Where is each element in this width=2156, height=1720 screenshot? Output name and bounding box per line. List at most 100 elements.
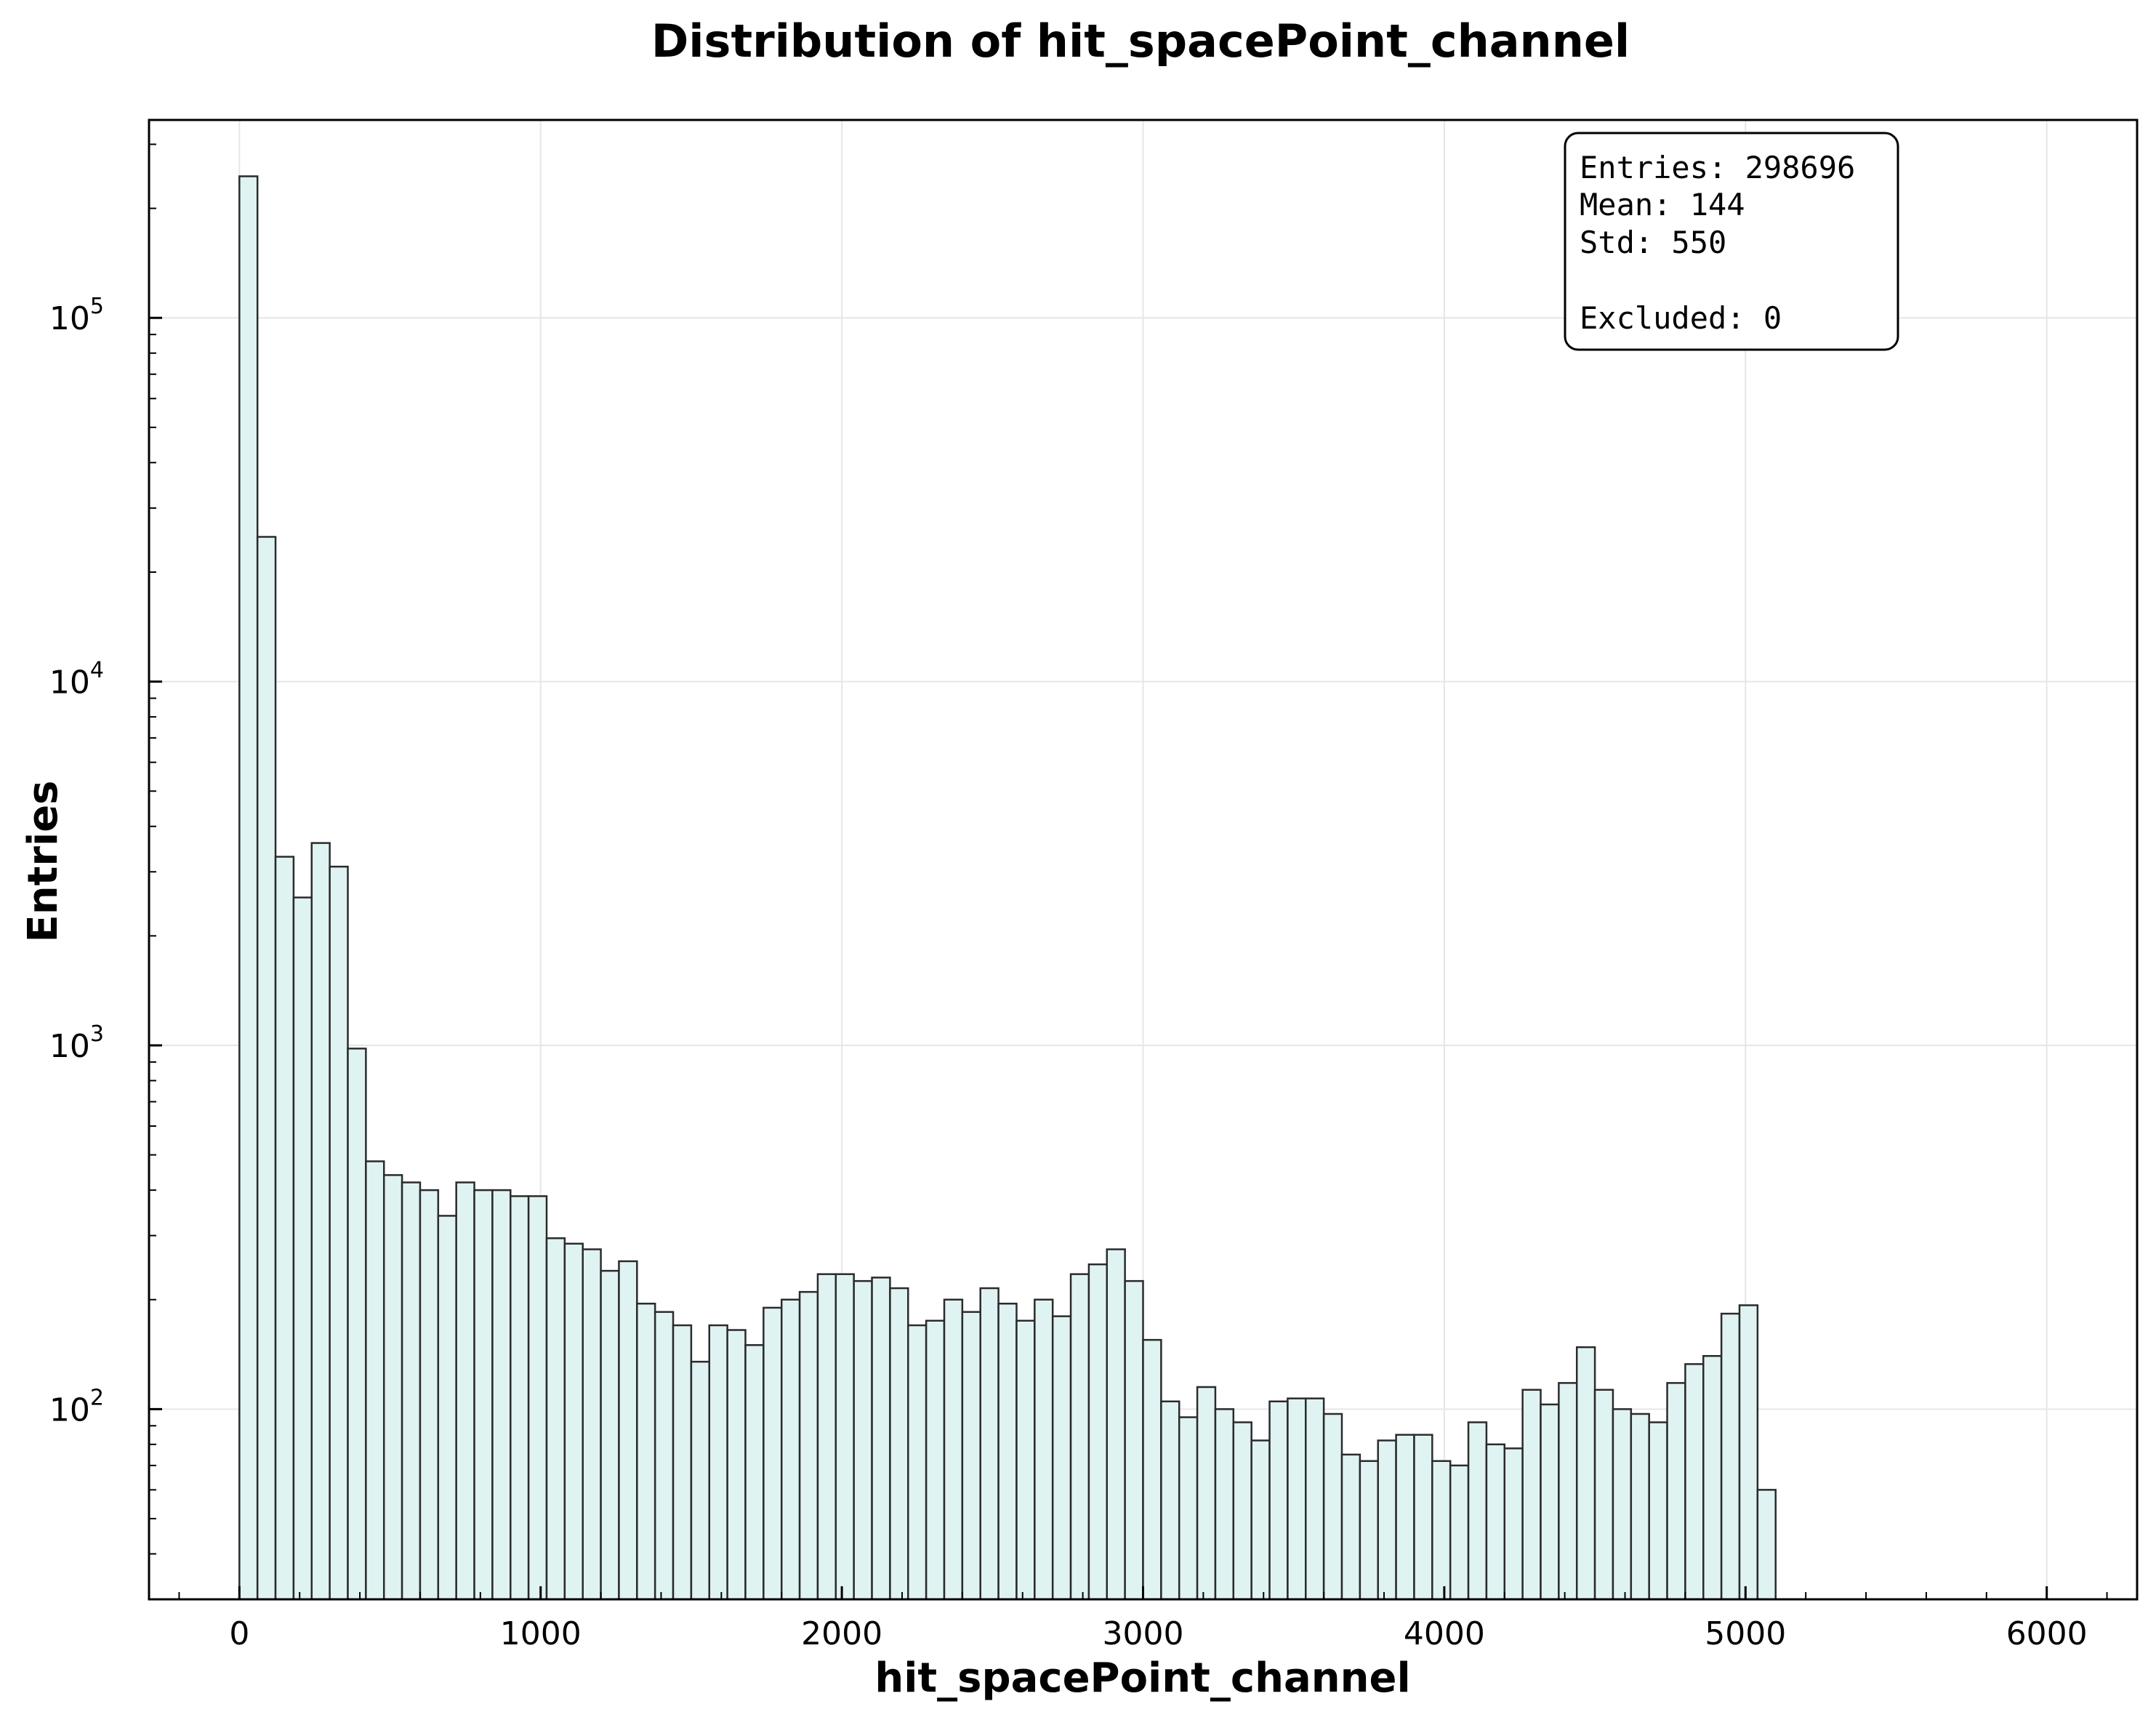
- histogram-bar: [618, 1260, 638, 1601]
- histogram-bar: [690, 1360, 711, 1601]
- histogram-bar: [473, 1189, 494, 1601]
- histogram-bar: [672, 1324, 693, 1601]
- histogram-bar: [491, 1189, 512, 1601]
- y-tick-label: 104: [49, 658, 104, 702]
- x-tick-label: 5000: [1705, 1615, 1786, 1652]
- histogram-bar: [907, 1324, 928, 1601]
- histogram-bar: [1069, 1273, 1090, 1601]
- histogram-bar: [1051, 1315, 1072, 1601]
- stat-excluded: Excluded: 0: [1580, 300, 1782, 336]
- histogram-bar: [1305, 1397, 1325, 1601]
- x-tick-label: 4000: [1404, 1615, 1485, 1652]
- x-tick-label: 0: [229, 1615, 249, 1652]
- y-tick-base: 10: [49, 664, 90, 702]
- stats-box-frame: [1564, 132, 1899, 351]
- y-tick-base: 10: [49, 1391, 90, 1428]
- histogram-bar: [653, 1311, 675, 1601]
- histogram-bar: [600, 1269, 620, 1601]
- histogram-bar: [1322, 1412, 1343, 1601]
- histogram-bar: [274, 856, 295, 1601]
- x-axis-label: hit_spacePoint_channel: [874, 1655, 1410, 1702]
- histogram-bar: [1684, 1363, 1705, 1601]
- histogram-bar: [419, 1189, 440, 1601]
- histogram-bar: [744, 1344, 765, 1601]
- histogram-bar: [1449, 1464, 1470, 1601]
- grid: [149, 120, 2137, 1599]
- histogram-bar: [1087, 1263, 1109, 1601]
- histogram-bar: [1413, 1434, 1433, 1601]
- histogram-bar: [329, 865, 349, 1601]
- histogram-bar: [1395, 1434, 1415, 1601]
- histogram-bar: [943, 1298, 964, 1601]
- histogram-bar: [401, 1181, 422, 1601]
- histogram-bar: [382, 1174, 403, 1601]
- histogram-bar: [889, 1287, 909, 1601]
- histogram-bar: [1666, 1382, 1686, 1601]
- histogram-bar: [1593, 1389, 1614, 1601]
- histogram-bar: [853, 1279, 873, 1601]
- histogram-bar: [310, 842, 331, 1601]
- histogram-bar: [1503, 1447, 1524, 1601]
- histogram-bar: [256, 536, 277, 1601]
- histogram-bar: [1630, 1412, 1650, 1601]
- histogram-bar: [763, 1306, 783, 1601]
- histogram-bar: [636, 1302, 656, 1601]
- x-tick-label: 2000: [801, 1615, 882, 1652]
- stat-std: Std: 550: [1580, 225, 1726, 260]
- histogram-bar: [780, 1298, 801, 1601]
- histogram-bar: [1738, 1304, 1759, 1601]
- histogram-bar: [1232, 1421, 1252, 1601]
- histogram-bar: [1214, 1408, 1235, 1601]
- histogram-bar: [510, 1195, 530, 1601]
- y-tick-exponent: 5: [90, 294, 104, 319]
- histogram-bar: [1431, 1460, 1452, 1601]
- histogram-bar: [292, 896, 313, 1601]
- histogram-bar: [1540, 1403, 1560, 1601]
- histogram-bar: [1106, 1248, 1126, 1601]
- y-tick-base: 10: [49, 300, 90, 337]
- histogram-bar: [1196, 1386, 1217, 1601]
- y-tick-label: 105: [49, 294, 104, 337]
- histogram-bar: [1268, 1400, 1289, 1601]
- histogram-bar: [1612, 1408, 1633, 1601]
- histogram-bar: [1250, 1439, 1271, 1601]
- histogram-bar: [1558, 1382, 1578, 1601]
- histogram-bar: [798, 1290, 819, 1601]
- histogram-bar: [1124, 1279, 1144, 1601]
- histogram-bar: [1648, 1421, 1668, 1601]
- histogram-bar: [1575, 1346, 1596, 1601]
- histogram-bar: [1702, 1354, 1723, 1601]
- y-tick-exponent: 2: [90, 1385, 104, 1410]
- histogram-bar: [834, 1273, 855, 1601]
- histogram-bar: [871, 1277, 891, 1601]
- histogram-bar: [347, 1048, 367, 1601]
- y-axis-label: Entries: [20, 780, 67, 942]
- histogram-bar: [1015, 1319, 1036, 1601]
- histogram-bar: [1756, 1489, 1777, 1601]
- chart-title: Distribution of hit_spacePoint_channel: [651, 15, 1630, 68]
- y-tick-label: 102: [49, 1385, 104, 1428]
- histogram-bar: [1160, 1400, 1180, 1601]
- histogram-bar: [1521, 1389, 1542, 1601]
- histogram-bar: [1287, 1397, 1307, 1601]
- y-tick-label: 103: [49, 1021, 104, 1065]
- histogram-bar: [238, 175, 259, 1601]
- histogram-bar: [708, 1324, 728, 1601]
- bars: [238, 175, 1777, 1601]
- histogram-bar: [365, 1160, 385, 1601]
- histogram-bar: [979, 1287, 999, 1601]
- y-tick-exponent: 3: [90, 1021, 104, 1047]
- x-tick-label: 3000: [1103, 1615, 1184, 1652]
- histogram-bar: [1340, 1453, 1361, 1601]
- y-tick-base: 10: [49, 1028, 90, 1065]
- histogram-bar: [527, 1195, 548, 1601]
- histogram-bar: [1720, 1312, 1741, 1601]
- histogram-bar: [1142, 1338, 1162, 1601]
- histogram-bar: [455, 1181, 475, 1601]
- stats-box: Entries: 298696 Mean: 144 Std: 550 Exclu…: [1564, 132, 1899, 351]
- histogram-bar: [1377, 1439, 1397, 1601]
- histogram-bar: [563, 1242, 584, 1601]
- histogram-bar: [1178, 1416, 1199, 1601]
